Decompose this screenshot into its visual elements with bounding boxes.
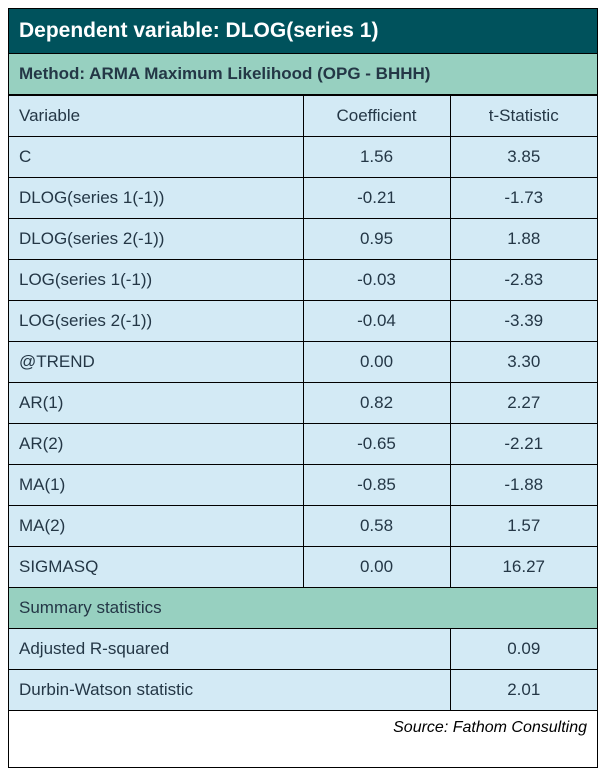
cell-coefficient: 0.95 bbox=[303, 219, 450, 260]
table-row: @TREND0.003.30 bbox=[9, 342, 597, 383]
cell-coefficient: 0.82 bbox=[303, 383, 450, 424]
regression-table: Dependent variable: DLOG(series 1) Metho… bbox=[8, 8, 598, 768]
cell-tstat: 16.27 bbox=[450, 547, 597, 588]
cell-variable: AR(1) bbox=[9, 383, 303, 424]
table-row: DLOG(series 1(-1))-0.21-1.73 bbox=[9, 178, 597, 219]
cell-variable: SIGMASQ bbox=[9, 547, 303, 588]
cell-coefficient: -0.65 bbox=[303, 424, 450, 465]
header-row: Variable Coefficient t-Statistic bbox=[9, 96, 597, 137]
cell-coefficient: 1.56 bbox=[303, 137, 450, 178]
summary-header-label: Summary statistics bbox=[9, 588, 597, 629]
cell-tstat: -3.39 bbox=[450, 301, 597, 342]
summary-label: Adjusted R-squared bbox=[9, 629, 450, 670]
cell-coefficient: -0.04 bbox=[303, 301, 450, 342]
cell-tstat: -1.88 bbox=[450, 465, 597, 506]
cell-variable: MA(2) bbox=[9, 506, 303, 547]
cell-coefficient: 0.00 bbox=[303, 547, 450, 588]
summary-row: Adjusted R-squared0.09 bbox=[9, 629, 597, 670]
method-bar: Method: ARMA Maximum Likelihood (OPG - B… bbox=[9, 54, 597, 95]
summary-header-row: Summary statistics bbox=[9, 588, 597, 629]
table-row: SIGMASQ0.0016.27 bbox=[9, 547, 597, 588]
cell-variable: DLOG(series 1(-1)) bbox=[9, 178, 303, 219]
summary-value: 2.01 bbox=[450, 670, 597, 711]
cell-tstat: -2.83 bbox=[450, 260, 597, 301]
summary-value: 0.09 bbox=[450, 629, 597, 670]
cell-variable: LOG(series 2(-1)) bbox=[9, 301, 303, 342]
cell-variable: DLOG(series 2(-1)) bbox=[9, 219, 303, 260]
results-table: Variable Coefficient t-Statistic C1.563.… bbox=[9, 95, 597, 711]
summary-label: Durbin-Watson statistic bbox=[9, 670, 450, 711]
cell-tstat: 2.27 bbox=[450, 383, 597, 424]
col-coefficient: Coefficient bbox=[303, 96, 450, 137]
cell-coefficient: 0.00 bbox=[303, 342, 450, 383]
cell-tstat: 3.85 bbox=[450, 137, 597, 178]
cell-variable: @TREND bbox=[9, 342, 303, 383]
cell-tstat: 1.57 bbox=[450, 506, 597, 547]
title-bar: Dependent variable: DLOG(series 1) bbox=[9, 9, 597, 54]
table-row: LOG(series 1(-1))-0.03-2.83 bbox=[9, 260, 597, 301]
summary-row: Durbin-Watson statistic2.01 bbox=[9, 670, 597, 711]
table-row: DLOG(series 2(-1))0.951.88 bbox=[9, 219, 597, 260]
cell-tstat: 1.88 bbox=[450, 219, 597, 260]
col-tstat: t-Statistic bbox=[450, 96, 597, 137]
cell-coefficient: -0.21 bbox=[303, 178, 450, 219]
table-row: LOG(series 2(-1))-0.04-3.39 bbox=[9, 301, 597, 342]
source-note: Source: Fathom Consulting bbox=[9, 711, 597, 767]
cell-variable: MA(1) bbox=[9, 465, 303, 506]
cell-variable: LOG(series 1(-1)) bbox=[9, 260, 303, 301]
table-row: MA(2)0.581.57 bbox=[9, 506, 597, 547]
cell-coefficient: 0.58 bbox=[303, 506, 450, 547]
cell-variable: AR(2) bbox=[9, 424, 303, 465]
cell-tstat: -1.73 bbox=[450, 178, 597, 219]
cell-coefficient: -0.03 bbox=[303, 260, 450, 301]
table-row: AR(1)0.822.27 bbox=[9, 383, 597, 424]
col-variable: Variable bbox=[9, 96, 303, 137]
table-row: AR(2)-0.65-2.21 bbox=[9, 424, 597, 465]
cell-coefficient: -0.85 bbox=[303, 465, 450, 506]
table-row: MA(1)-0.85-1.88 bbox=[9, 465, 597, 506]
cell-tstat: 3.30 bbox=[450, 342, 597, 383]
cell-variable: C bbox=[9, 137, 303, 178]
table-row: C1.563.85 bbox=[9, 137, 597, 178]
cell-tstat: -2.21 bbox=[450, 424, 597, 465]
